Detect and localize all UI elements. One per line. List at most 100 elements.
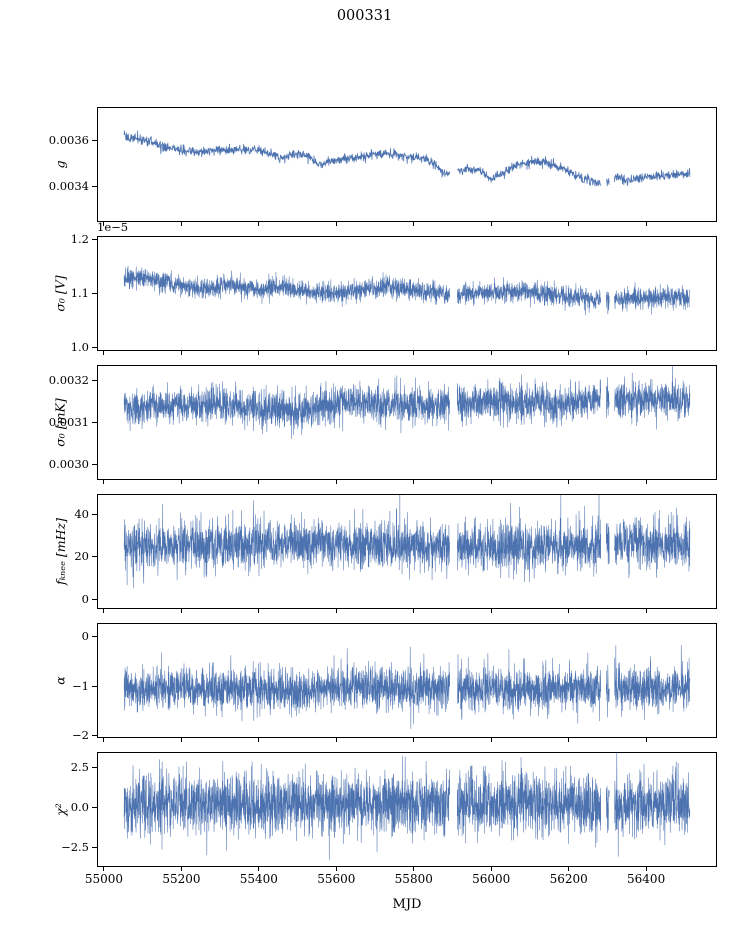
series-canvas-sigma0-mk	[97, 365, 717, 480]
x-axis-tick	[490, 867, 492, 871]
x-axis-tick	[645, 867, 647, 871]
x-axis-tick	[568, 480, 570, 484]
x-tick-label: 55400	[239, 872, 278, 886]
x-axis-tick	[490, 609, 492, 613]
y-axis-tick	[92, 598, 97, 600]
x-tick-label: 55200	[162, 872, 201, 886]
x-axis-tick	[103, 222, 105, 226]
y-tick-label: 1.0	[70, 339, 89, 354]
x-axis-tick	[258, 222, 260, 226]
x-tick-label: 56200	[549, 872, 588, 886]
x-tick-label: 55600	[317, 872, 356, 886]
x-axis-tick	[568, 867, 570, 871]
x-axis-tick	[645, 480, 647, 484]
series-canvas-alpha	[97, 623, 717, 738]
y-tick-label: 0	[81, 629, 89, 644]
y-axis-tick	[92, 239, 97, 240]
x-axis-tick	[258, 351, 260, 355]
x-axis-tick	[645, 609, 647, 613]
axis-offset-text: 1e−5	[97, 220, 129, 234]
x-axis-tick	[568, 222, 570, 226]
x-axis-tick	[413, 867, 415, 871]
x-axis-tick	[180, 222, 182, 226]
y-axis-tick	[92, 185, 97, 187]
y-axis-tick	[92, 767, 97, 769]
y-axis-label-chi2: χ²	[20, 752, 100, 867]
y-tick-label: 1.2	[70, 232, 89, 246]
y-axis-tick	[92, 847, 97, 849]
x-axis-tick	[335, 480, 337, 484]
y-axis-tick	[92, 556, 97, 558]
x-tick-label: 55800	[394, 872, 433, 886]
y-axis-tick	[92, 139, 97, 141]
y-axis-tick	[92, 293, 97, 294]
x-axis-tick	[180, 609, 182, 613]
y-axis-tick	[92, 636, 97, 638]
x-axis-tick	[180, 480, 182, 484]
y-axis-label-text: χ²	[52, 803, 68, 816]
y-tick-label: −2.5	[61, 840, 89, 855]
x-axis-tick	[335, 351, 337, 355]
y-tick-label: 20	[74, 549, 89, 564]
x-axis-tick	[103, 867, 105, 871]
x-axis-tick	[490, 738, 492, 742]
y-tick-label: −1	[72, 678, 89, 693]
y-tick-label: 0.0036	[48, 132, 89, 147]
series-canvas-sigma0-v	[97, 236, 717, 351]
x-axis-tick	[645, 738, 647, 742]
y-axis-label-alpha: α	[20, 623, 100, 738]
y-axis-tick	[92, 735, 97, 737]
y-tick-label: 2.5	[70, 760, 89, 775]
y-axis-label-f-knee: fₖₙₑₑ [mHz]	[20, 494, 100, 609]
y-axis-tick	[92, 380, 97, 382]
x-axis-tick	[413, 222, 415, 226]
x-axis-tick	[335, 609, 337, 613]
x-axis-tick	[413, 738, 415, 742]
series-canvas-f-knee	[97, 494, 717, 609]
x-axis-tick	[258, 480, 260, 484]
x-axis-tick	[568, 738, 570, 742]
x-tick-label: 55000	[84, 872, 124, 886]
series-canvas-chi2	[97, 752, 717, 867]
x-axis-tick	[490, 222, 492, 226]
x-axis-tick	[413, 609, 415, 613]
x-axis-tick	[103, 480, 105, 484]
figure-title: 000331	[336, 8, 393, 24]
y-tick-label: 1.1	[70, 286, 89, 300]
y-axis-label-g: g	[20, 107, 100, 222]
y-axis-label-text: σ₀ [mK]	[52, 398, 68, 447]
x-axis-tick	[645, 222, 647, 226]
y-tick-label: 0	[81, 591, 89, 606]
x-axis-tick	[258, 609, 260, 613]
x-axis-label: MJD	[392, 897, 422, 912]
x-axis-tick	[180, 867, 182, 871]
y-axis-label-sigma0-v: σ₀ [V]	[20, 236, 100, 351]
series-canvas-g	[97, 107, 717, 222]
x-axis-tick	[335, 738, 337, 742]
y-tick-label: 0.0032	[48, 373, 89, 388]
y-axis-tick	[92, 346, 97, 348]
x-axis-tick	[335, 867, 337, 871]
x-axis-tick	[568, 609, 570, 613]
y-axis-tick	[92, 463, 97, 465]
y-axis-label-sigma0-mk: σ₀ [mK]	[20, 365, 100, 480]
x-axis-tick	[490, 480, 492, 484]
y-axis-label-text: g	[52, 160, 68, 169]
y-axis-label-text: α	[52, 676, 68, 685]
x-tick-label: 56400	[627, 872, 666, 886]
x-axis-tick	[103, 351, 105, 355]
y-tick-label: 0.0030	[48, 456, 89, 471]
y-tick-label: 0.0031	[48, 415, 89, 429]
x-axis-tick	[258, 867, 260, 871]
x-axis-tick	[180, 351, 182, 355]
x-axis-tick	[413, 351, 415, 355]
x-axis-tick	[180, 738, 182, 742]
y-axis-label-text: fₖₙₑₑ [mHz]	[52, 518, 68, 585]
x-axis-tick	[490, 351, 492, 355]
x-axis-tick	[103, 609, 105, 613]
x-axis-tick	[413, 480, 415, 484]
y-axis-tick	[92, 685, 97, 687]
y-tick-label: 0.0	[70, 800, 89, 815]
y-axis-label-text: σ₀ [V]	[52, 275, 68, 312]
